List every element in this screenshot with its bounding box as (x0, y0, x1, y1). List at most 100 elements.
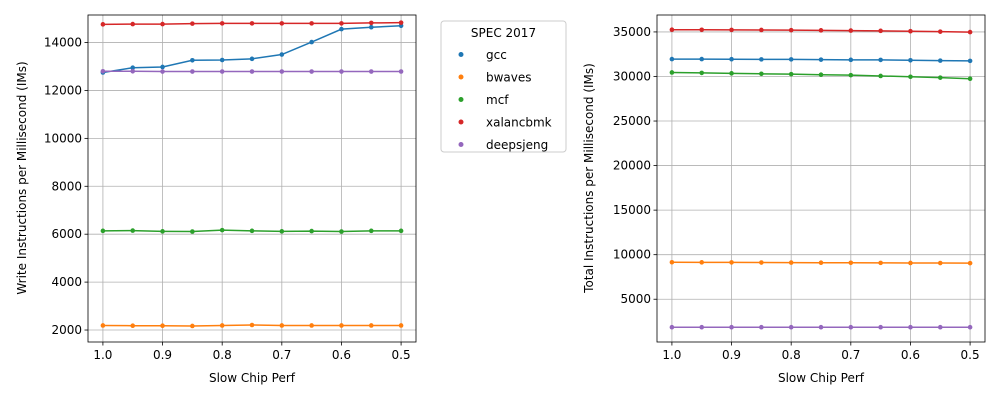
data-point-bwaves (878, 261, 883, 266)
data-point-bwaves (190, 324, 195, 329)
data-point-gcc (878, 58, 883, 63)
x-tick-label: 1.0 (662, 348, 681, 362)
x-tick-label: 0.5 (392, 348, 411, 362)
x-tick-label: 0.6 (901, 348, 920, 362)
y-tick-label: 20000 (613, 159, 651, 173)
x-tick-label: 0.8 (213, 348, 232, 362)
data-point-gcc (280, 52, 285, 57)
data-point-mcf (849, 73, 854, 78)
data-point-mcf (190, 229, 195, 234)
data-point-deepsjeng (369, 69, 374, 74)
legend-label-xalancbmk: xalancbmk (486, 116, 552, 130)
data-point-bwaves (130, 323, 135, 328)
data-point-xalancbmk (369, 21, 374, 26)
data-point-xalancbmk (789, 28, 794, 33)
data-point-mcf (369, 229, 374, 234)
data-point-deepsjeng (190, 69, 195, 74)
data-point-deepsjeng (160, 69, 165, 74)
data-point-gcc (220, 58, 225, 63)
y-tick-label: 15000 (613, 203, 651, 217)
data-point-gcc (729, 57, 734, 62)
data-point-bwaves (160, 323, 165, 328)
data-point-gcc (938, 58, 943, 63)
data-point-bwaves (849, 260, 854, 265)
data-point-bwaves (399, 323, 404, 328)
data-point-bwaves (759, 260, 764, 265)
data-point-bwaves (968, 261, 973, 266)
data-point-mcf (938, 75, 943, 80)
y-tick-label: 25000 (613, 114, 651, 128)
data-point-gcc (160, 65, 165, 70)
data-point-gcc (968, 59, 973, 64)
data-point-xalancbmk (849, 28, 854, 33)
data-point-bwaves (819, 260, 824, 265)
data-point-bwaves (369, 323, 374, 328)
data-point-mcf (399, 229, 404, 234)
data-point-mcf (160, 229, 165, 234)
legend-title: SPEC 2017 (471, 26, 536, 40)
data-point-gcc (908, 58, 913, 63)
x-tick-label: 0.8 (782, 348, 801, 362)
legend-marker-bwaves (459, 75, 464, 80)
data-point-xalancbmk (878, 29, 883, 34)
data-point-xalancbmk (699, 27, 704, 32)
legend-label-deepsjeng: deepsjeng (486, 138, 548, 152)
data-point-bwaves (789, 260, 794, 265)
chart-2-ylabel: Total Instructions per Millisecond (IMs) (582, 63, 596, 294)
y-tick-label: 5000 (620, 292, 651, 306)
data-point-xalancbmk (670, 27, 675, 32)
data-point-mcf (789, 72, 794, 77)
data-point-bwaves (220, 323, 225, 328)
data-point-gcc (699, 57, 704, 62)
y-tick-label: 4000 (51, 275, 82, 289)
legend-marker-gcc (459, 52, 464, 57)
data-point-bwaves (908, 261, 913, 266)
data-point-deepsjeng (819, 325, 824, 330)
data-point-bwaves (938, 261, 943, 266)
y-tick-label: 10000 (613, 248, 651, 262)
data-point-mcf (670, 70, 675, 75)
data-point-gcc (369, 25, 374, 30)
data-point-deepsjeng (280, 69, 285, 74)
x-tick-label: 0.6 (332, 348, 351, 362)
data-point-deepsjeng (938, 325, 943, 330)
data-point-mcf (130, 228, 135, 233)
data-point-deepsjeng (759, 325, 764, 330)
y-tick-label: 14000 (44, 36, 82, 50)
data-point-bwaves (280, 323, 285, 328)
data-point-deepsjeng (399, 69, 404, 74)
data-point-xalancbmk (220, 21, 225, 26)
data-point-deepsjeng (968, 325, 973, 330)
data-point-xalancbmk (339, 21, 344, 26)
data-point-xalancbmk (729, 28, 734, 33)
x-tick-label: 0.7 (841, 348, 860, 362)
legend-label-mcf: mcf (486, 93, 509, 107)
data-point-gcc (190, 58, 195, 63)
data-point-bwaves (309, 323, 314, 328)
legend-marker-xalancbmk (459, 120, 464, 125)
y-tick-label: 30000 (613, 69, 651, 83)
data-point-gcc (339, 27, 344, 32)
y-tick-label: 12000 (44, 83, 82, 97)
y-tick-label: 2000 (51, 323, 82, 337)
data-point-bwaves (670, 260, 675, 265)
data-point-xalancbmk (160, 22, 165, 27)
data-point-mcf (280, 229, 285, 234)
data-point-xalancbmk (309, 21, 314, 26)
data-point-xalancbmk (280, 21, 285, 26)
chart-2-xlabel: Slow Chip Perf (778, 371, 865, 385)
data-point-bwaves (339, 323, 344, 328)
y-tick-label: 35000 (613, 25, 651, 39)
data-point-gcc (789, 57, 794, 62)
data-point-xalancbmk (938, 29, 943, 34)
x-tick-label: 0.9 (153, 348, 172, 362)
data-point-mcf (699, 71, 704, 76)
x-tick-label: 0.5 (961, 348, 980, 362)
data-point-bwaves (101, 323, 106, 328)
data-point-xalancbmk (759, 28, 764, 33)
data-point-mcf (309, 229, 314, 234)
data-point-mcf (339, 229, 344, 234)
data-point-mcf (729, 71, 734, 76)
